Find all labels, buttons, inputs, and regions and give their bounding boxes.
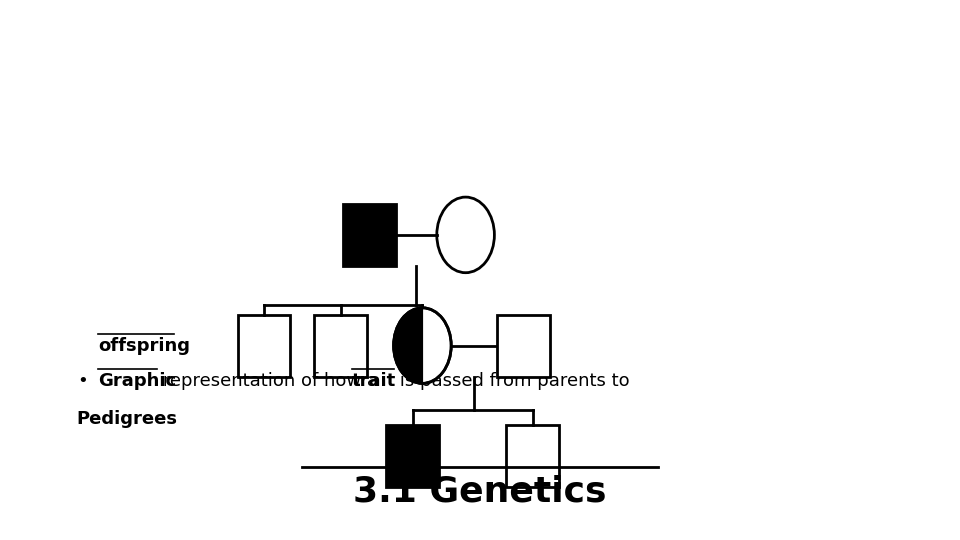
FancyBboxPatch shape	[386, 426, 439, 487]
Ellipse shape	[437, 197, 494, 273]
Text: is passed from parents to: is passed from parents to	[395, 372, 630, 390]
Text: Graphic: Graphic	[98, 372, 176, 390]
FancyBboxPatch shape	[497, 314, 550, 377]
Text: •: •	[77, 372, 87, 390]
Text: representation of how a: representation of how a	[157, 372, 384, 390]
Polygon shape	[394, 308, 422, 383]
Text: trait: trait	[352, 372, 396, 390]
FancyBboxPatch shape	[314, 314, 367, 377]
Text: Pedigrees: Pedigrees	[77, 409, 178, 428]
FancyBboxPatch shape	[507, 426, 560, 487]
FancyBboxPatch shape	[344, 204, 396, 266]
Text: offspring: offspring	[98, 336, 190, 355]
FancyBboxPatch shape	[238, 314, 291, 377]
Ellipse shape	[394, 308, 451, 383]
Text: 3.1 Genetics: 3.1 Genetics	[353, 475, 607, 508]
